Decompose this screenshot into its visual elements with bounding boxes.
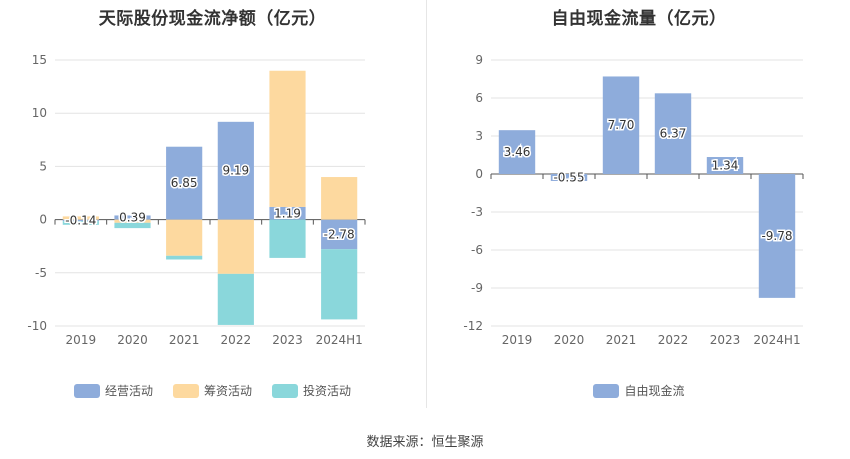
legend-label: 投资活动 (303, 384, 352, 398)
y-tick-label: -9 (471, 281, 483, 295)
data-label: 7.70 (608, 118, 635, 132)
legend-label: 筹资活动 (203, 384, 252, 398)
x-tick-label: 2023 (710, 333, 741, 347)
x-tick-label: 2021 (169, 333, 200, 347)
bar (269, 219, 306, 258)
bar (321, 249, 358, 320)
data-label: 1.34 (712, 159, 739, 173)
bar (217, 219, 254, 274)
chart-title: 天际股份现金流净额（亿元） (98, 9, 327, 29)
data-label: 0.39 (119, 211, 146, 225)
x-tick-label: 2020 (117, 333, 148, 347)
legend-swatch (73, 383, 100, 398)
y-tick-label: 6 (475, 91, 483, 105)
bar (269, 70, 306, 207)
legend: 自由现金流 (428, 382, 850, 401)
data-label: 6.37 (660, 127, 687, 141)
legend-label: 经营活动 (104, 384, 153, 398)
y-tick-label: -3 (471, 205, 483, 219)
data-label: -0.14 (65, 213, 96, 227)
panel-divider (426, 0, 427, 408)
x-tick-label: 2022 (221, 333, 252, 347)
y-tick-label: 0 (39, 213, 47, 227)
x-tick-label: 2024H1 (753, 333, 800, 347)
x-tick-label: 2019 (66, 333, 97, 347)
data-source: 数据来源：恒生聚源 (366, 435, 484, 450)
bar (62, 216, 99, 220)
data-label: 9.19 (222, 164, 249, 178)
free-cash-flow-chart: 自由现金流量（亿元） 9 6 3 0 -3 -6 -9 -12 2019 2020 2021 2022… (428, 0, 850, 410)
x-tick-label: 2024H1 (316, 333, 363, 347)
bar (706, 157, 744, 174)
data-label: -9.78 (761, 229, 792, 243)
y-tick-label: 0 (475, 167, 483, 181)
x-tick-label: 2020 (554, 333, 585, 347)
y-tick-label: -10 (27, 319, 47, 333)
bar (114, 222, 151, 229)
legend-swatch (172, 383, 199, 398)
bar (166, 255, 203, 260)
x-tick-label: 2023 (272, 333, 303, 347)
y-tick-label: 9 (475, 53, 483, 67)
chart-title: 自由现金流量（亿元） (551, 9, 727, 29)
bar (62, 221, 99, 225)
y-tick-label: 10 (32, 106, 47, 120)
bar (114, 219, 151, 223)
net-cash-flow-chart: 天际股份现金流净额（亿元） 15 10 5 0 -5 -10 2019 2020 2021 202… (0, 0, 425, 410)
y-tick-label: -12 (463, 319, 483, 333)
bar (758, 174, 796, 298)
legend-item[interactable]: 自由现金流 (593, 382, 685, 399)
legend-item[interactable]: 经营活动 (73, 382, 153, 399)
bar (602, 76, 640, 174)
y-tick-label: -5 (35, 266, 47, 280)
bar (62, 219, 99, 222)
bar (321, 177, 358, 220)
bar (321, 219, 358, 250)
bar (166, 219, 203, 256)
y-tick-label: 5 (39, 159, 47, 173)
data-label: -0.55 (553, 170, 584, 184)
bar (114, 215, 151, 220)
data-label: 1.19 (274, 206, 301, 220)
legend: 经营活动 筹资活动 投资活动 (0, 382, 425, 401)
legend-label: 自由现金流 (624, 384, 685, 398)
bar (269, 206, 306, 220)
data-label: -2.78 (324, 227, 355, 241)
x-tick-label: 2021 (606, 333, 637, 347)
net-cash-flow-plot: 15 10 5 0 -5 -10 2019 2020 2021 2022 2023 2024H1 -0.… (27, 53, 366, 347)
bar (550, 174, 588, 181)
legend-item[interactable]: 筹资活动 (172, 382, 252, 399)
bar (498, 130, 536, 174)
y-tick-label: 3 (475, 129, 483, 143)
x-tick-label: 2022 (658, 333, 689, 347)
bar (217, 121, 254, 220)
free-cash-flow-plot: 9 6 3 0 -3 -6 -9 -12 2019 2020 2021 2022 2023 2024H1 3… (463, 53, 804, 347)
bar (217, 273, 254, 325)
legend-swatch (272, 383, 298, 398)
y-tick-label: 15 (32, 53, 47, 67)
legend-item[interactable]: 投资活动 (272, 382, 351, 399)
legend-swatch (593, 383, 620, 398)
data-label: 6.85 (171, 176, 198, 190)
y-tick-label: -6 (471, 243, 483, 257)
data-label: 3.46 (504, 145, 531, 159)
x-tick-label: 2019 (502, 333, 533, 347)
bar (166, 146, 203, 220)
bar (654, 93, 692, 174)
